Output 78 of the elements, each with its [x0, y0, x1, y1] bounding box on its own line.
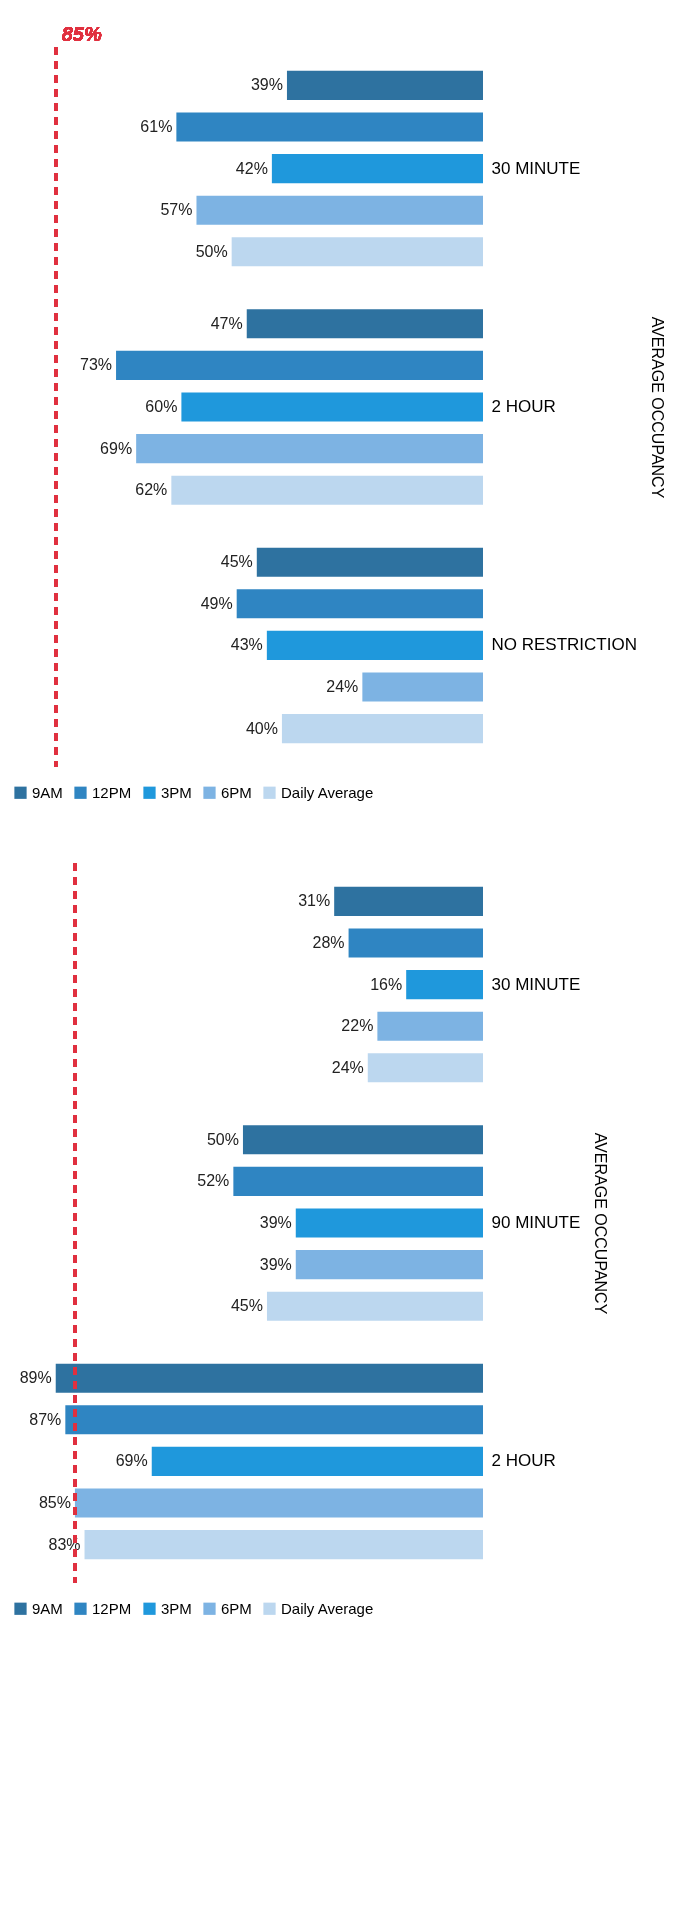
bar: [74, 1488, 483, 1518]
bar: [334, 886, 483, 916]
data-label: 69%: [115, 1452, 148, 1470]
legend-label: Daily Average: [281, 1599, 374, 1617]
data-label: 45%: [230, 1297, 263, 1315]
data-label: 16%: [370, 975, 403, 993]
data-label: 45%: [220, 553, 253, 571]
data-label: 47%: [210, 314, 243, 332]
bar: [233, 1166, 483, 1196]
y-tick-label: 30 MINUTE: [491, 974, 581, 994]
y-tick-label: 90 MINUTE: [491, 1213, 581, 1232]
bar: [367, 1053, 483, 1083]
data-label: 61%: [140, 117, 173, 135]
bar: [84, 1530, 483, 1560]
bar: [256, 547, 483, 577]
legend-label: 6PM: [221, 783, 252, 801]
bar: [295, 1208, 483, 1238]
bar: [348, 928, 483, 958]
bar: [236, 589, 483, 619]
data-label: 57%: [160, 201, 193, 219]
y-tick-label: 2 HOUR: [491, 1451, 556, 1471]
bar: [55, 1363, 483, 1393]
legend-label: 3PM: [161, 783, 192, 801]
data-label: 69%: [100, 439, 133, 457]
bar: [181, 392, 483, 422]
y-tick-label: 30 MINUTE: [491, 158, 581, 178]
bar: [231, 237, 483, 267]
bar: [266, 1291, 483, 1321]
legend-label: 6PM: [221, 1599, 252, 1617]
bar: [136, 434, 483, 464]
data-label: 50%: [195, 242, 228, 260]
data-label: 60%: [145, 398, 178, 415]
bar: [286, 70, 483, 100]
bar: [65, 1405, 483, 1435]
data-label: 22%: [341, 1017, 374, 1035]
data-label: 62%: [135, 481, 168, 499]
data-label: 52%: [197, 1172, 230, 1190]
bar: [171, 475, 483, 505]
legend-label: 12PM: [92, 1599, 132, 1617]
bar: [362, 672, 483, 702]
y-axis-title: AVERAGE OCCUPANCY: [648, 316, 666, 499]
bar: [295, 1250, 483, 1280]
legend-label: 12PM: [92, 783, 132, 801]
y-axis-title: AVERAGE OCCUPANCY: [592, 1132, 610, 1315]
bar: [151, 1446, 483, 1476]
legend-label: 9AM: [32, 1599, 63, 1617]
bar: [406, 970, 483, 1000]
data-label: 73%: [80, 356, 113, 374]
data-label: 39%: [259, 1255, 292, 1273]
y-tick-label: 2 HOUR: [491, 397, 556, 416]
bar: [281, 714, 483, 744]
bar: [196, 195, 483, 225]
data-label: 49%: [200, 594, 233, 612]
data-label: 50%: [206, 1130, 239, 1148]
ref-line-label: 85%: [61, 23, 102, 45]
bar: [176, 112, 483, 142]
y-tick-label: NO RESTRICTION: [491, 635, 637, 655]
bar: [271, 154, 483, 184]
data-label: 87%: [29, 1410, 62, 1428]
bar: [116, 350, 483, 380]
bar: [246, 309, 483, 339]
legend-label: 9AM: [32, 783, 63, 801]
data-label: 85%: [38, 1494, 71, 1512]
data-label: 24%: [326, 678, 359, 696]
bar: [242, 1125, 483, 1155]
legend-label: 3PM: [161, 1599, 192, 1617]
data-label: 24%: [331, 1058, 364, 1076]
bar: [266, 630, 483, 660]
data-label: 42%: [235, 159, 268, 177]
data-label: 43%: [230, 636, 263, 654]
bar: [377, 1011, 483, 1041]
data-label: 39%: [250, 76, 283, 94]
legend-label: Daily Average: [281, 783, 374, 801]
data-label: 40%: [245, 719, 278, 737]
data-label: 89%: [19, 1369, 52, 1387]
data-label: 39%: [259, 1214, 292, 1231]
data-label: 28%: [312, 933, 345, 951]
data-label: 31%: [298, 892, 331, 910]
